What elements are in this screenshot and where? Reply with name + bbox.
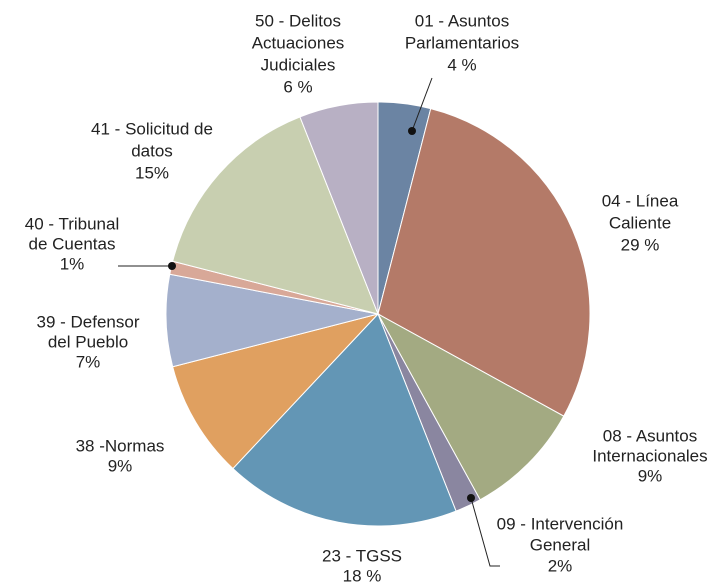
value-label: 18 % xyxy=(343,566,382,584)
slice-label: Judiciales xyxy=(261,55,336,74)
slice-label: 41 - Solicitud de xyxy=(91,119,213,138)
slice-label: 39 - Defensor xyxy=(37,312,140,331)
value-label: 29 % xyxy=(621,235,660,254)
value-label: 9% xyxy=(638,466,663,485)
leader-line xyxy=(470,497,500,567)
pie-slice xyxy=(232,313,457,527)
pie-slice xyxy=(376,312,565,501)
value-label: 4 % xyxy=(447,55,476,74)
slice-label: General xyxy=(530,535,590,554)
value-label: 6 % xyxy=(283,77,312,96)
slice-label: 23 - TGSS xyxy=(322,546,402,565)
slice-label: Actuaciones xyxy=(252,33,345,52)
slice-label: 50 - Delitos xyxy=(255,11,341,30)
slice-label: Parlamentarios xyxy=(405,33,519,52)
leader-dot xyxy=(467,494,475,502)
slice-label: 38 -Normas xyxy=(76,436,165,455)
value-label: 2% xyxy=(548,556,573,575)
pie-slice xyxy=(172,313,380,470)
leader-dot xyxy=(168,262,176,270)
value-label: 15% xyxy=(135,163,169,182)
value-label: 9% xyxy=(108,456,133,475)
slice-label: del Pueblo xyxy=(48,332,128,351)
slice-label: de Cuentas xyxy=(29,234,116,253)
pie-slice xyxy=(377,108,591,417)
slice-label: 40 - Tribunal xyxy=(25,214,120,233)
pie-slice xyxy=(172,116,379,315)
value-label: 1% xyxy=(60,254,85,273)
slice-label: 04 - Línea xyxy=(602,191,679,210)
slice-label: Caliente xyxy=(609,213,671,232)
leader-line xyxy=(411,77,433,132)
slice-label: Internacionales xyxy=(592,446,707,465)
slice-label: 09 - Intervención xyxy=(497,514,624,533)
value-label: 7% xyxy=(76,352,101,371)
slice-label: 01 - Asuntos xyxy=(415,11,510,30)
pie-slice xyxy=(299,101,379,315)
slice-label: 08 - Asuntos xyxy=(603,426,698,445)
leader-dot xyxy=(408,127,416,135)
slice-label: datos xyxy=(131,141,173,160)
